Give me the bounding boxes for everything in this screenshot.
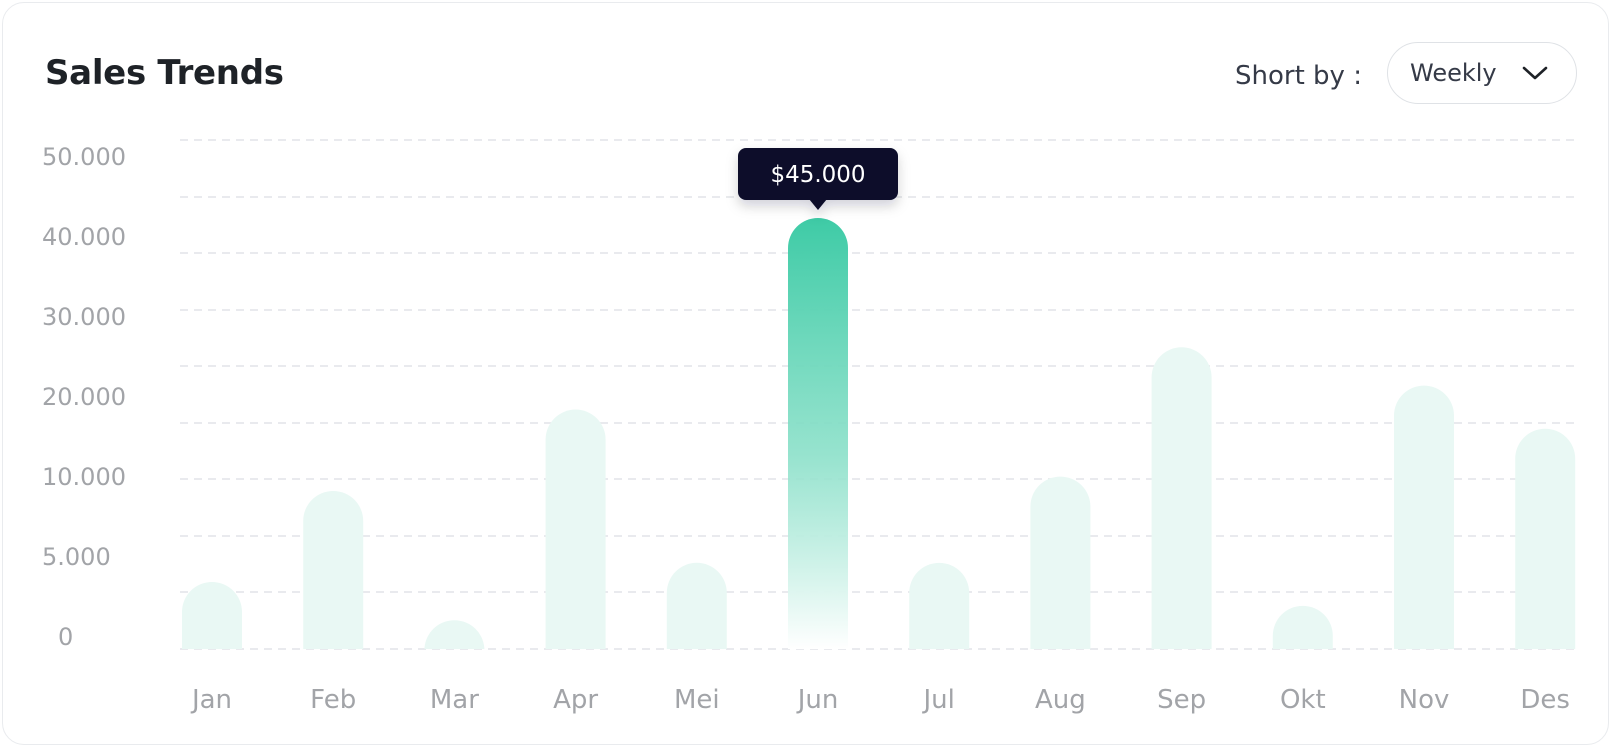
y-axis-labels: 0 5.000 10.000 20.000 30.000 40.000 50.000 xyxy=(42,143,126,651)
tooltip: $45.000 xyxy=(738,148,898,210)
x-tick-label: Jan xyxy=(190,685,232,715)
y-tick-label: 10.000 xyxy=(42,463,126,491)
x-tick-label: Mar xyxy=(430,685,479,715)
bar-jul[interactable] xyxy=(909,562,970,649)
period-dropdown[interactable]: Weekly xyxy=(1387,42,1577,104)
y-tick-label: 50.000 xyxy=(42,143,126,171)
bar-aug[interactable] xyxy=(1030,476,1091,649)
y-tick-label: 30.000 xyxy=(42,303,126,331)
bar-mar[interactable] xyxy=(424,620,485,651)
sort-by-label: Short by : xyxy=(1235,61,1362,91)
bar-feb[interactable] xyxy=(303,490,364,649)
chart-title: Sales Trends xyxy=(45,53,284,93)
bar-active-jun[interactable] xyxy=(788,218,848,649)
chevron-down-icon[interactable] xyxy=(1520,62,1550,84)
y-tick-label: 5.000 xyxy=(42,543,111,571)
x-tick-label: Sep xyxy=(1157,685,1206,715)
bar-sep[interactable] xyxy=(1151,347,1212,649)
x-tick-label: Feb xyxy=(310,685,356,715)
x-axis-labels: Jan Feb Mar Apr Mei Jun Jul Aug Sep Okt Nov Des xyxy=(190,685,1570,715)
y-tick-label: 40.000 xyxy=(42,223,126,251)
bar-jan[interactable] xyxy=(182,581,243,649)
y-tick-label: 20.000 xyxy=(42,383,126,411)
x-tick-label: Des xyxy=(1520,685,1570,715)
x-tick-label: Okt xyxy=(1280,685,1326,715)
grid-lines xyxy=(180,139,1574,650)
y-tick-label: 0 xyxy=(58,623,73,651)
tooltip-pointer xyxy=(809,199,827,210)
bar-apr[interactable] xyxy=(545,409,606,649)
x-tick-label: Jul xyxy=(922,685,955,715)
period-dropdown-value: Weekly xyxy=(1410,59,1497,87)
tooltip-value: $45.000 xyxy=(770,162,865,188)
x-tick-label: Mei xyxy=(674,685,720,715)
x-tick-label: Jun xyxy=(796,685,839,715)
bar-mei[interactable] xyxy=(666,562,727,649)
tooltip-background xyxy=(738,148,898,200)
x-tick-label: Aug xyxy=(1035,685,1086,715)
x-tick-label: Nov xyxy=(1399,685,1450,715)
bar-nov[interactable] xyxy=(1394,385,1454,649)
bar-des[interactable] xyxy=(1515,428,1576,649)
bar-okt[interactable] xyxy=(1272,605,1333,649)
tooltip-box xyxy=(738,148,898,210)
bars xyxy=(182,218,1576,651)
x-tick-label: Apr xyxy=(553,685,598,715)
